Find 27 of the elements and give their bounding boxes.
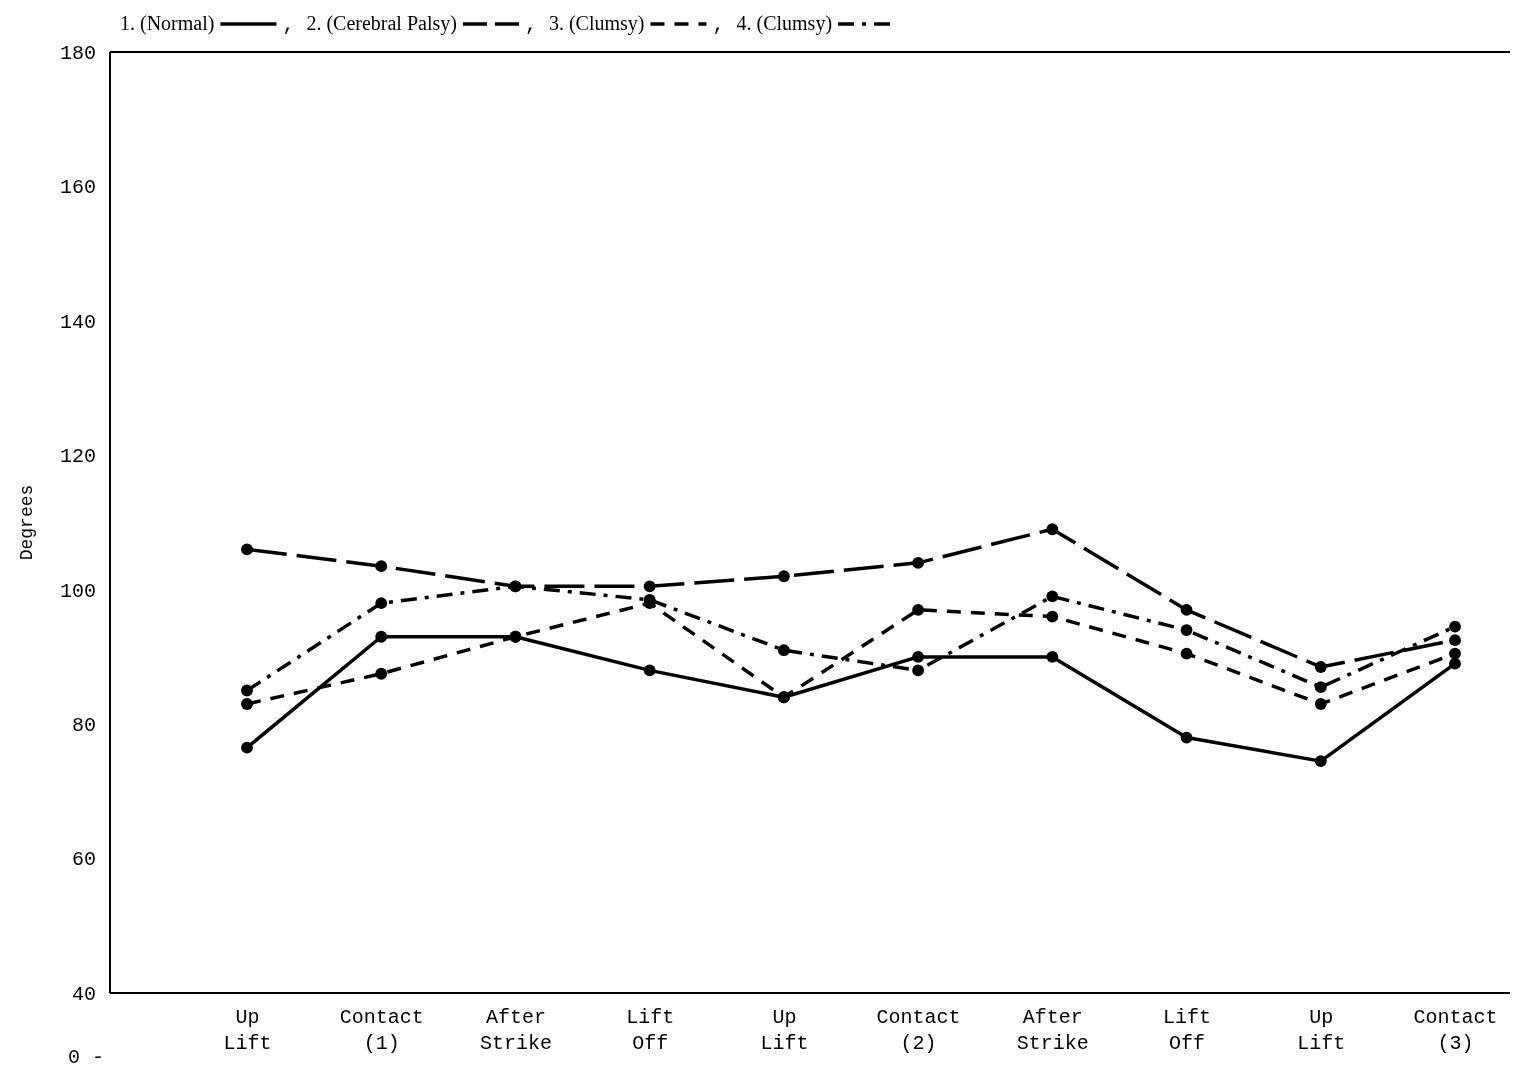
legend-label: 1. (Normal): [120, 12, 215, 35]
y-axis-title: Degrees: [17, 484, 37, 561]
text: ,: [524, 13, 537, 36]
y-tick-label: 120: [59, 445, 96, 469]
x-tick-label: Lift Off: [626, 1006, 675, 1055]
text: ,: [282, 13, 295, 36]
x-tick-label: Lift Off: [1163, 1006, 1212, 1055]
x-tick-label: Up Lift: [760, 1006, 809, 1055]
x-tick-label: After Strike: [1016, 1006, 1089, 1055]
x-tick-label: Up Lift: [1297, 1006, 1346, 1055]
y-tick-label: 160: [59, 176, 96, 200]
legend-label: 2. (Cerebral Palsy): [306, 12, 457, 35]
y-tick-label: 140: [59, 310, 96, 334]
y-tick-label: 40: [71, 982, 96, 1006]
x-tick-label: Contact (1): [339, 1006, 424, 1055]
x-tick-label: Up Lift: [223, 1006, 272, 1055]
legend-label: 4. (Clumsy): [736, 12, 833, 35]
x-tick-label: After Strike: [479, 1006, 552, 1055]
x-tick-label: Contact (3): [1413, 1006, 1498, 1055]
y-tick-label: 60: [71, 848, 96, 872]
text: 0 -: [68, 1046, 105, 1069]
y-tick-label: 80: [71, 714, 96, 738]
y-tick-label: 180: [59, 41, 96, 65]
y-tick-label: 100: [59, 579, 96, 603]
legend-label: 3. (Clumsy): [548, 12, 645, 35]
text: ,: [712, 13, 725, 36]
x-tick-label: Contact (2): [876, 1006, 961, 1055]
